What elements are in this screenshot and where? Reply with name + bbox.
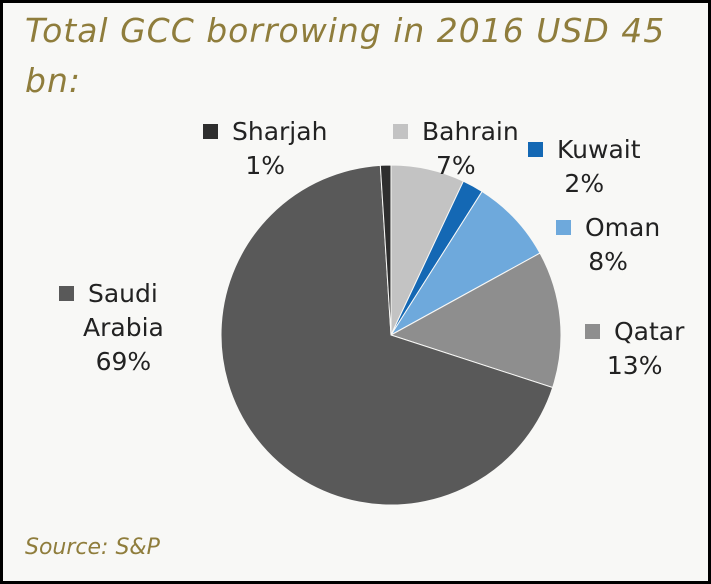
- label-oman: Oman 8%: [556, 211, 660, 279]
- label-value: 13%: [606, 351, 663, 380]
- label-name: Saudi: [87, 279, 158, 308]
- label-name-2: Arabia: [83, 313, 164, 342]
- pie-slice-saudi-arabia: [220, 164, 554, 506]
- label-value: 7%: [436, 151, 476, 180]
- label-name: Bahrain: [422, 117, 519, 146]
- label-name: Qatar: [614, 317, 685, 346]
- chart-frame: Total GCC borrowing in 2016 USD 45 bn: S…: [3, 3, 708, 581]
- pie-slice-qatar: [389, 252, 562, 389]
- legend-swatch-oman: [556, 220, 571, 235]
- legend-swatch-saudi-arabia: [58, 286, 74, 301]
- pie-chart: [220, 164, 562, 506]
- label-name: Kuwait: [557, 135, 641, 164]
- label-kuwait: Kuwait 2%: [528, 133, 641, 201]
- label-name: Sharjah: [232, 117, 328, 146]
- label-value: 2%: [564, 169, 605, 198]
- label-bahrain: Bahrain 7%: [393, 115, 519, 183]
- chart-title-line-1: Total GCC borrowing in 2016 USD 45: [25, 11, 666, 50]
- label-sharjah: Sharjah 1%: [203, 115, 327, 183]
- label-name: Oman: [585, 213, 661, 242]
- legend-swatch-sharjah: [203, 124, 218, 139]
- label-value: 69%: [95, 347, 152, 376]
- label-qatar: Qatar 13%: [585, 315, 684, 383]
- legend-swatch-bahrain: [393, 124, 408, 139]
- legend-swatch-kuwait: [528, 142, 543, 157]
- chart-source: Source: S&P: [25, 535, 160, 560]
- pie-slice-sharjah: [379, 164, 392, 336]
- chart-title-line-2: bn:: [25, 61, 81, 100]
- legend-swatch-qatar: [585, 324, 600, 339]
- label-value: 8%: [588, 247, 628, 276]
- label-saudi-arabia: Saudi Arabia 69%: [53, 277, 164, 379]
- label-value: 1%: [245, 151, 286, 180]
